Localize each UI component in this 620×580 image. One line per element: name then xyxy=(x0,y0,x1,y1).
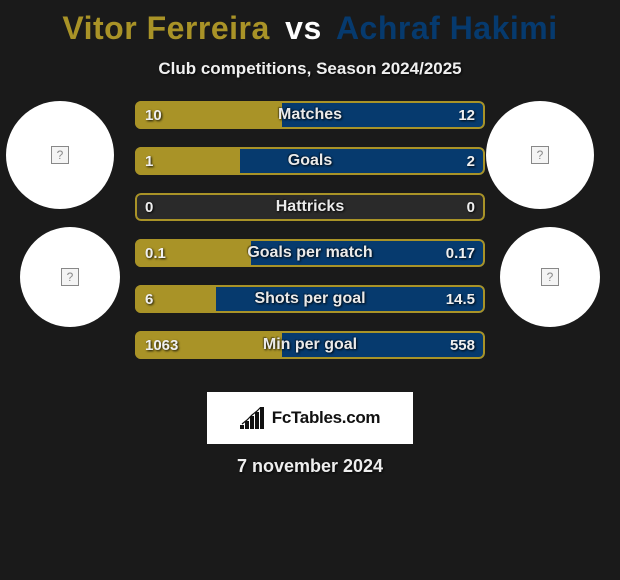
stat-row: Goals per match0.10.17 xyxy=(135,239,485,267)
fctables-logo-icon xyxy=(240,407,268,429)
bar-fill-player1 xyxy=(135,285,216,313)
stat-bars: Matches1012 Goals12 Hattricks0 0 Goals per m… xyxy=(135,101,485,377)
stat-row: Matches1012 xyxy=(135,101,485,129)
image-placeholder-icon: ? xyxy=(61,268,79,286)
bar-fill-player1 xyxy=(135,147,240,175)
logo-box: FcTables.com xyxy=(207,392,413,444)
player1-avatar-bottom: ? xyxy=(20,227,120,327)
bar-fill-player2 xyxy=(282,101,485,129)
title-vs: vs xyxy=(285,10,322,46)
subtitle: Club competitions, Season 2024/2025 xyxy=(0,59,620,79)
comparison-stage: ? ? ? ? Matches1012 Goals12 Hattricks0 0 Goa… xyxy=(0,101,620,381)
date-label: 7 november 2024 xyxy=(0,456,620,477)
bar-fill-player2 xyxy=(251,239,486,267)
stat-row: Hattricks0 0 xyxy=(135,193,485,221)
bar-border xyxy=(135,193,485,221)
bar-fill-player1 xyxy=(135,331,282,359)
bar-fill-player2 xyxy=(216,285,486,313)
stat-row: Min per goal1063558 xyxy=(135,331,485,359)
player2-avatar-top: ? xyxy=(486,101,594,209)
title-player1: Vitor Ferreira xyxy=(62,10,269,46)
bar-fill-player2 xyxy=(240,147,485,175)
bar-fill-player1 xyxy=(135,101,282,129)
bar-fill-player2 xyxy=(282,331,485,359)
stat-value-player1: 0 xyxy=(145,193,153,221)
bar-fill-player1 xyxy=(135,239,251,267)
player1-avatar-top: ? xyxy=(6,101,114,209)
image-placeholder-icon: ? xyxy=(531,146,549,164)
image-placeholder-icon: ? xyxy=(51,146,69,164)
stat-label: Hattricks xyxy=(135,193,485,221)
logo-text: FcTables.com xyxy=(272,408,381,428)
stat-row: Shots per goal614.5 xyxy=(135,285,485,313)
stat-row: Goals12 xyxy=(135,147,485,175)
page-title: Vitor Ferreira vs Achraf Hakimi xyxy=(0,0,620,47)
stat-value-player2: 0 xyxy=(467,193,475,221)
image-placeholder-icon: ? xyxy=(541,268,559,286)
title-player2: Achraf Hakimi xyxy=(336,10,558,46)
player2-avatar-bottom: ? xyxy=(500,227,600,327)
